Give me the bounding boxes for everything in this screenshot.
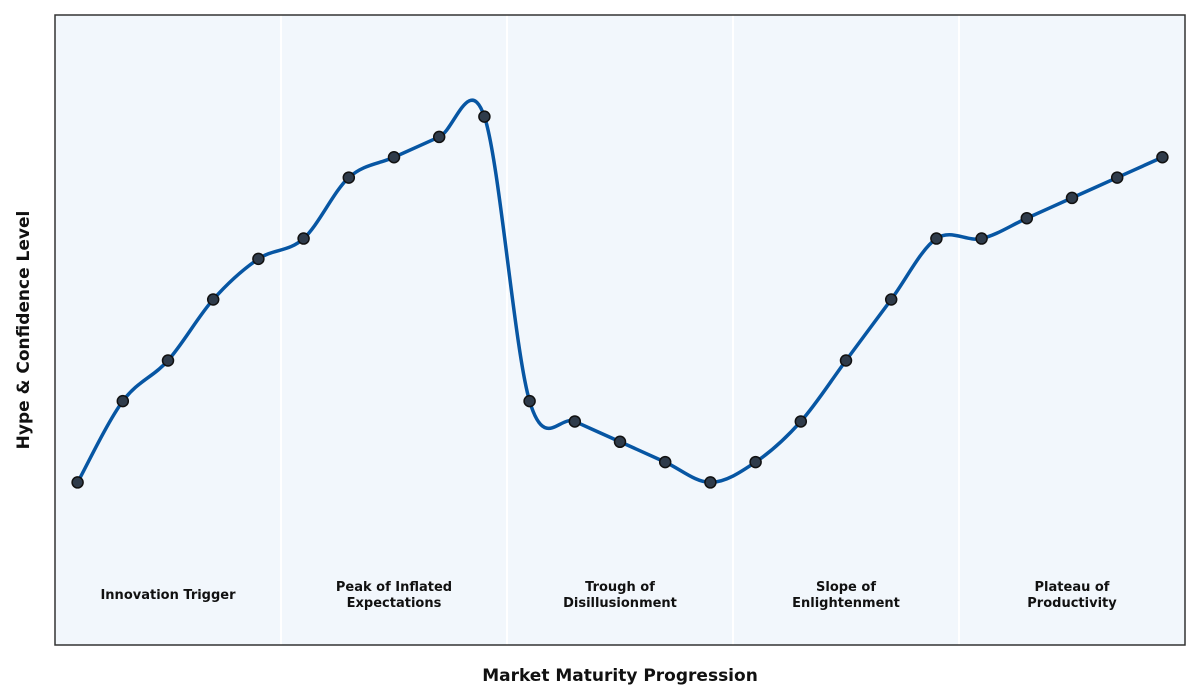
data-point-21: [1020, 211, 1034, 225]
data-point-11: [568, 415, 582, 428]
data-point-20: [975, 232, 988, 245]
data-point-9: [478, 110, 491, 123]
data-point-markers: [71, 110, 1169, 489]
data-point-7: [387, 151, 401, 164]
plot-background: [55, 15, 1185, 645]
data-point-12: [613, 435, 627, 449]
x-axis-title: Market Maturity Progression: [482, 666, 758, 686]
data-point-1: [116, 394, 130, 408]
data-point-16: [794, 415, 808, 428]
data-point-0: [71, 476, 84, 489]
phase-label-1: Innovation Trigger: [100, 588, 236, 603]
phase-label-4: Slope of Enlightenment: [792, 580, 900, 611]
data-point-8: [432, 130, 446, 144]
data-point-19: [930, 232, 943, 245]
phase-labels: Innovation Trigger Peak of Inflated Expect…: [100, 580, 1117, 611]
data-point-3: [206, 293, 220, 306]
phase-label-5: Plateau of Productivity: [1027, 580, 1117, 611]
data-point-23: [1110, 171, 1124, 184]
data-point-2: [161, 354, 175, 367]
y-axis-title: Hype & Confidence Level: [14, 211, 34, 450]
data-point-24: [1156, 151, 1169, 164]
phase-label-3: Trough of Disillusionment: [563, 580, 677, 611]
data-point-18: [884, 293, 898, 306]
data-point-17: [839, 354, 853, 367]
data-point-10: [523, 394, 536, 408]
phase-label-2: Peak of Inflated Expectations: [336, 580, 452, 611]
data-point-5: [297, 232, 310, 245]
data-point-22: [1065, 191, 1079, 205]
plot-frame: [54, 14, 1186, 646]
data-point-4: [252, 252, 265, 266]
data-point-15: [749, 455, 762, 469]
data-point-6: [342, 171, 356, 184]
data-point-14: [704, 476, 717, 489]
phase-separators: [280, 15, 960, 645]
data-point-13: [658, 455, 672, 469]
